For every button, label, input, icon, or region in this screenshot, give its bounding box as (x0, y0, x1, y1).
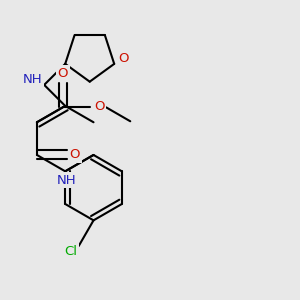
Text: Cl: Cl (64, 244, 77, 257)
Text: O: O (94, 100, 104, 113)
Text: NH: NH (22, 74, 42, 86)
Text: O: O (69, 148, 80, 161)
Text: O: O (118, 52, 128, 65)
Text: NH: NH (56, 174, 76, 187)
Text: O: O (57, 67, 68, 80)
